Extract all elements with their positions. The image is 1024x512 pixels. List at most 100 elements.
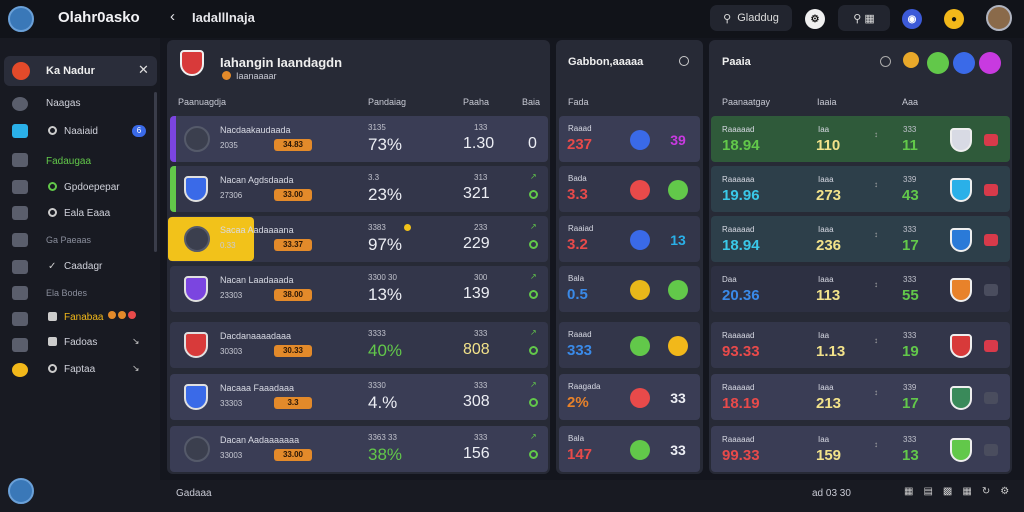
right-row-action[interactable] [984, 392, 998, 404]
sidebar-item-1[interactable]: Naaiaid [64, 126, 98, 137]
sidebar-item-5[interactable]: Ga Paeaas [46, 235, 92, 245]
rail-icon-9[interactable] [12, 312, 28, 326]
info-icon[interactable] [880, 56, 891, 67]
rail-icon-1[interactable] [12, 97, 28, 111]
grid-icon[interactable]: ▦ [904, 486, 914, 497]
mid-row[interactable] [559, 426, 700, 472]
table-row[interactable] [170, 426, 548, 472]
team-crest-icon [950, 438, 972, 462]
team-crest-icon [184, 332, 208, 358]
coin-icon[interactable] [903, 52, 919, 68]
list-icon[interactable]: ▤ [923, 486, 933, 497]
sidebar-scrollbar[interactable] [154, 92, 157, 252]
status-dot-icon [48, 182, 57, 191]
right-row-action[interactable] [984, 134, 998, 146]
right-row-action[interactable] [984, 234, 998, 246]
settings-icon[interactable]: ⚙ [1000, 486, 1010, 497]
sidebar-item-10[interactable]: Faptaa [64, 364, 96, 375]
mid-row-badge: 33 [670, 390, 686, 406]
mid-row-label: Raaiad [568, 224, 594, 233]
info-icon[interactable] [679, 56, 689, 66]
col-header-3[interactable]: Baia [522, 97, 541, 107]
col-header-1[interactable]: Pandaiag [368, 97, 407, 107]
row-end: 0 [528, 135, 537, 152]
refresh-icon[interactable]: ↻ [981, 486, 991, 497]
sidebar-item-4[interactable]: Eala Eaaa [64, 208, 111, 219]
table-icon[interactable]: ▦ [962, 486, 972, 497]
mid-row-label: Bala [568, 434, 585, 443]
col-header-2[interactable]: Paaha [463, 97, 490, 107]
rail-icon-3[interactable] [12, 153, 28, 167]
rail-icon-7[interactable] [12, 260, 28, 274]
table-row[interactable] [170, 322, 548, 368]
sidebar-item-8[interactable]: Fanabaa [64, 312, 104, 323]
app-logo-avatar[interactable] [8, 6, 34, 32]
chart-icon[interactable]: ▩ [942, 486, 953, 497]
right-col-header-2[interactable]: Aaa [902, 97, 919, 107]
right-row-label: Raaaaad [722, 435, 755, 444]
user-avatar[interactable] [986, 5, 1012, 31]
right-row-action[interactable] [984, 184, 998, 196]
sidebar-item-9[interactable]: Fadoas [64, 337, 98, 348]
row-label: 3300 30 [368, 273, 397, 282]
table-row[interactable] [170, 266, 548, 312]
sidebar-item-7[interactable]: Ela Bodes [46, 288, 88, 298]
rail-icon-4[interactable] [12, 180, 28, 194]
chevron-icon[interactable]: ↘ [132, 336, 140, 346]
rail-icon-5[interactable] [12, 206, 28, 220]
right-row-value: 18.19 [722, 395, 760, 412]
back-arrow-icon[interactable]: ‹ [170, 8, 175, 25]
row-accent-bar [170, 116, 176, 162]
team-badge-icon [630, 336, 650, 356]
right-row-label: Raaaaad [722, 225, 755, 234]
search-button[interactable]: ⚲ Gladdug [710, 5, 792, 31]
close-icon[interactable]: ✕ [138, 62, 149, 77]
settings-icon[interactable]: ⚙ [805, 9, 825, 29]
row-big: 808 [463, 341, 490, 358]
table-row[interactable] [170, 166, 548, 212]
sidebar-item-6[interactable]: Caadagr [64, 261, 103, 272]
sidebar-item-3[interactable]: Gpdoepepar [64, 182, 120, 193]
right-row-action[interactable] [984, 444, 998, 456]
mid-row[interactable] [559, 216, 700, 262]
sidebar-item-0[interactable]: Naagas [46, 98, 81, 109]
row-arrow-icon: ↗ [530, 222, 537, 231]
right-col-header-1[interactable]: Iaaia [817, 97, 837, 107]
team-crest-icon [184, 384, 208, 410]
team-crest-icon [950, 334, 972, 358]
team-badge-icon [630, 440, 650, 460]
right-row-end: 11 [902, 137, 918, 154]
shield-icon[interactable]: ◉ [902, 9, 922, 29]
filter-button[interactable]: ⚲ ▦ [838, 5, 890, 31]
rail-icon-6[interactable] [12, 233, 28, 247]
mid-row[interactable] [559, 374, 700, 420]
bottom-user-avatar[interactable] [8, 478, 34, 504]
right-row-action[interactable] [984, 340, 998, 352]
rail-icon-11[interactable] [12, 363, 28, 377]
search-icon: ⚲ [723, 12, 732, 25]
sidebar-item-2[interactable]: Fadaugaa [46, 156, 92, 167]
trophy-icon[interactable]: ● [944, 9, 964, 29]
sidebar-header[interactable]: Ka Nadur ✕ [4, 56, 157, 86]
table-row[interactable] [170, 374, 548, 420]
right-row-end: 55 [902, 287, 919, 304]
right-row-small: 333 [903, 331, 917, 340]
rail-icon-8[interactable] [12, 286, 28, 300]
table-row[interactable] [170, 116, 548, 162]
right-row-label: Daa [722, 275, 737, 284]
purple-filter-icon[interactable] [979, 52, 1001, 74]
rail-icon-2[interactable] [12, 124, 28, 138]
mid-row[interactable] [559, 116, 700, 162]
mid-col-header[interactable]: Fada [568, 97, 589, 107]
rail-icon-10[interactable] [12, 338, 28, 352]
mid-row-badge: 39 [670, 132, 686, 148]
right-col-header-0[interactable]: Paanaatgay [722, 97, 771, 107]
right-row-action[interactable] [984, 284, 998, 296]
row-accent-bar [170, 166, 176, 212]
blue-filter-icon[interactable] [953, 52, 975, 74]
team-crest-icon [950, 386, 972, 410]
green-filter-icon[interactable] [927, 52, 949, 74]
chevron-icon[interactable]: ↘ [132, 363, 140, 373]
col-header-0[interactable]: Paanuagdja [178, 97, 227, 107]
right-row-arrow-icon: ↕ [874, 336, 878, 345]
